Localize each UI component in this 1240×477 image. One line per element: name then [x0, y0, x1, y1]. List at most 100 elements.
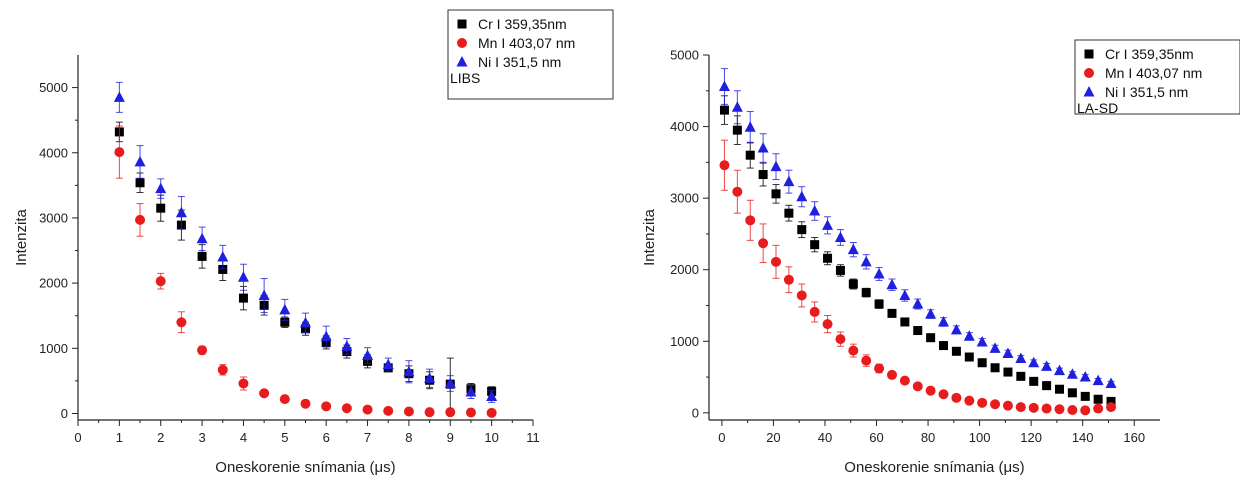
- x-tick-label: 40: [818, 430, 832, 445]
- data-point: [900, 317, 910, 327]
- data-point: [238, 293, 248, 303]
- data-point: [848, 345, 859, 356]
- data-point: [834, 231, 846, 242]
- data-point: [258, 289, 270, 301]
- data-point: [835, 334, 846, 345]
- data-point: [1106, 402, 1117, 413]
- legend: Cr I 359,35nm Mn I 403,07 nm Ni I 351,5 nm…: [447, 9, 614, 100]
- legend-label: Ni I 351,5 nm: [478, 54, 561, 70]
- y-tick-label: 2000: [670, 262, 699, 277]
- data-point: [135, 214, 146, 225]
- data-point: [796, 190, 808, 202]
- data-point: [1028, 356, 1040, 368]
- chart-panel-1: 0 1 2 3 4 5 6 7 8 9 10 11 0 1000 2000 3000 4000 5000 Onesk…: [13, 9, 614, 476]
- y-tick-label: 5000: [39, 80, 68, 95]
- x-tick-label: 8: [405, 430, 412, 445]
- data-point: [280, 317, 290, 327]
- data-point: [279, 303, 291, 315]
- legend-marker: [456, 56, 468, 67]
- data-point: [1106, 396, 1116, 406]
- y-tick-label: 5000: [670, 48, 699, 63]
- x-tick-label: 0: [74, 430, 81, 445]
- data-point: [197, 251, 207, 261]
- data-point: [822, 219, 834, 230]
- x-tick-label: 0: [718, 430, 725, 445]
- data-point: [731, 101, 743, 112]
- x-tick-label: 20: [766, 430, 780, 445]
- data-point: [383, 405, 394, 416]
- data-point: [745, 150, 755, 160]
- data-point: [899, 375, 910, 386]
- data-point: [913, 326, 923, 336]
- data-point: [784, 208, 794, 218]
- data-point: [197, 345, 208, 356]
- x-axis-label: Oneskorenie snímania (μs): [215, 459, 395, 476]
- data-point: [1015, 352, 1027, 363]
- data-point: [719, 160, 730, 171]
- y-tick-label: 1000: [670, 334, 699, 349]
- data-point: [964, 395, 975, 406]
- data-point: [925, 385, 936, 396]
- y-tick-label: 3000: [670, 191, 699, 206]
- data-point: [1067, 404, 1078, 415]
- data-point: [860, 255, 872, 267]
- data-point: [1093, 403, 1104, 414]
- data-point: [1080, 405, 1091, 416]
- data-point: [155, 276, 166, 287]
- series-2: [114, 125, 497, 418]
- data-point: [1015, 402, 1026, 413]
- legend-label: Cr I 359,35nm: [1105, 46, 1194, 62]
- y-tick-label: 3000: [39, 210, 68, 225]
- data-point: [861, 355, 872, 366]
- data-point: [887, 308, 897, 318]
- data-point: [771, 189, 781, 199]
- x-tick-label: 160: [1123, 430, 1145, 445]
- data-point: [977, 397, 988, 408]
- y-tick-label: 1000: [39, 341, 68, 356]
- data-point: [1054, 404, 1065, 415]
- y-tick-label: 4000: [39, 145, 68, 160]
- data-point: [444, 377, 456, 388]
- data-point: [486, 407, 497, 418]
- data-point: [1029, 376, 1039, 386]
- data-point: [951, 392, 962, 403]
- y-tick-label: 0: [692, 405, 699, 420]
- data-point: [757, 142, 769, 153]
- series-1: [719, 95, 1116, 406]
- data-point: [744, 121, 756, 132]
- data-point: [1028, 402, 1039, 413]
- data-point: [1066, 368, 1078, 379]
- x-tick-label: 80: [921, 430, 935, 445]
- data-point: [797, 225, 807, 235]
- panel-label: LIBS: [450, 70, 480, 86]
- data-point: [424, 407, 435, 418]
- data-point: [796, 290, 807, 301]
- data-point: [770, 160, 782, 172]
- data-point: [465, 407, 476, 418]
- x-tick-label: 5: [281, 430, 288, 445]
- data-point: [1079, 371, 1091, 382]
- data-point: [238, 378, 249, 389]
- data-point: [874, 299, 884, 309]
- legend-marker: [1084, 68, 1094, 78]
- data-point: [874, 363, 885, 374]
- data-point: [848, 279, 858, 289]
- data-point: [939, 341, 949, 351]
- data-point: [950, 323, 962, 335]
- data-point: [732, 186, 743, 197]
- legend-label: Cr I 359,35nm: [478, 16, 567, 32]
- data-point: [926, 333, 936, 343]
- data-point: [1092, 374, 1104, 386]
- data-point: [783, 175, 795, 187]
- data-point: [403, 365, 415, 377]
- data-point: [810, 240, 820, 250]
- data-point: [176, 317, 187, 328]
- chart-panel-2: 0 20 40 60 80 100 120 140 160 0 1000 2000 3000 4000 50…: [641, 39, 1240, 476]
- data-point: [259, 388, 270, 399]
- x-tick-label: 60: [869, 430, 883, 445]
- series-3: [718, 68, 1117, 388]
- data-point: [822, 319, 833, 330]
- data-point: [873, 268, 885, 279]
- data-point: [1003, 367, 1013, 377]
- data-point: [990, 363, 1000, 373]
